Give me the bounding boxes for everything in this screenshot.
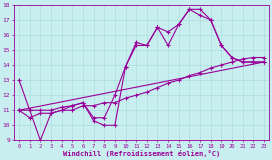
X-axis label: Windchill (Refroidissement éolien,°C): Windchill (Refroidissement éolien,°C) (63, 150, 220, 157)
